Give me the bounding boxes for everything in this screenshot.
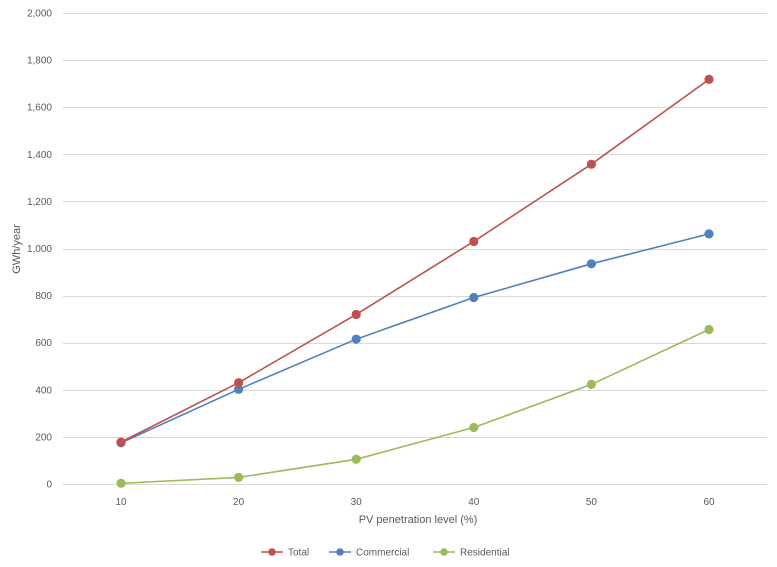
series-line-commercial [120, 233, 710, 444]
y-tick-label: 1,200 [27, 197, 52, 208]
data-point-commercial [234, 384, 244, 394]
series-commercial [116, 229, 714, 448]
series-residential [116, 324, 714, 488]
x-tick-label: 40 [468, 497, 480, 508]
legend: Total Commercial Residential [261, 548, 509, 559]
y-tick-label: 0 [46, 480, 52, 491]
data-point-total [234, 378, 244, 388]
x-tick-label: 50 [586, 497, 598, 508]
y-tick-label: 200 [35, 432, 52, 443]
y-axis-title: GWh/year [11, 224, 23, 274]
data-point-total [586, 159, 597, 169]
y-tick-label: 1,000 [27, 244, 52, 255]
legend-marker-commercial [336, 548, 344, 556]
x-axis-title: PV penetration level (%) [359, 514, 478, 526]
legend-item-total: Total [261, 548, 309, 559]
legend-item-commercial: Commercial [329, 548, 409, 559]
data-point-residential [586, 379, 597, 389]
y-axis-ticks: 0 200 400 600 800 1,000 1,200 1,400 1,600 1,800 2,… [27, 9, 52, 491]
x-tick-label: 10 [115, 497, 127, 508]
data-point-commercial [469, 292, 479, 303]
x-axis-ticks: 10 20 30 40 50 60 [115, 497, 715, 508]
y-tick-label: 400 [35, 385, 52, 396]
y-tick-label: 1,400 [27, 150, 52, 161]
data-point-residential [234, 472, 244, 483]
data-point-commercial [351, 334, 361, 344]
legend-label-residential: Residential [460, 548, 509, 559]
series-total [116, 74, 714, 447]
y-tick-label: 800 [35, 291, 52, 302]
data-point-commercial [586, 259, 597, 269]
data-point-residential [116, 478, 126, 488]
series-group [116, 74, 714, 488]
y-tick-label: 1,600 [27, 103, 52, 114]
legend-item-residential: Residential [433, 548, 509, 559]
data-point-total [704, 74, 714, 85]
y-tick-label: 1,800 [27, 56, 52, 67]
y-tick-label: 600 [35, 338, 52, 349]
data-point-residential [704, 324, 714, 335]
legend-label-commercial: Commercial [356, 548, 409, 559]
data-point-residential [351, 454, 361, 464]
gridlines [63, 13, 767, 485]
x-tick-label: 60 [703, 497, 715, 508]
x-tick-label: 20 [233, 497, 245, 508]
data-point-residential [469, 422, 479, 433]
data-point-commercial [704, 229, 714, 239]
series-line-total [120, 78, 710, 443]
legend-label-total: Total [288, 548, 309, 559]
legend-marker-residential [440, 548, 448, 556]
x-tick-label: 30 [351, 497, 363, 508]
data-point-total [469, 236, 479, 247]
data-point-total [351, 309, 361, 320]
legend-marker-total [268, 548, 276, 556]
y-tick-label: 2,000 [27, 9, 52, 20]
data-point-total [116, 437, 126, 447]
series-line-residential [120, 328, 710, 485]
